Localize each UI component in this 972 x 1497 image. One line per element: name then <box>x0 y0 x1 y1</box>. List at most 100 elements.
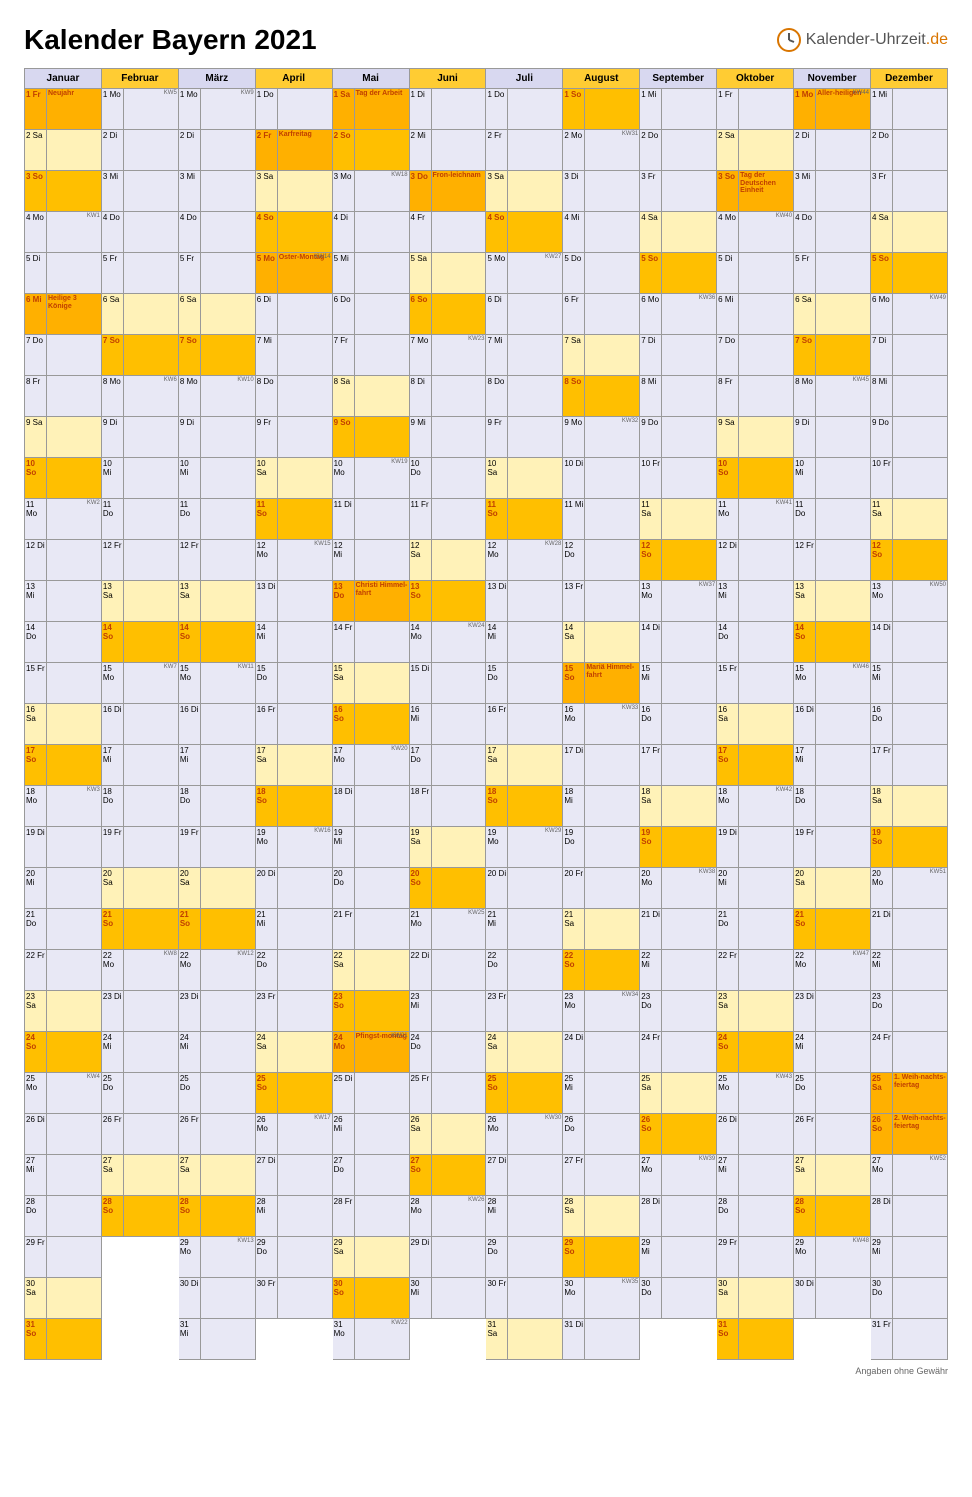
holiday-label: KW24 <box>432 622 486 662</box>
holiday-cell <box>354 786 409 827</box>
week-number: KW37 <box>699 582 715 588</box>
holiday-cell <box>585 253 640 294</box>
holiday-cell: KW24 <box>431 622 486 663</box>
day-label: 1 Fr <box>25 89 46 102</box>
holiday-cell <box>123 1278 178 1319</box>
day-label: 3 Fr <box>871 171 892 184</box>
day-cell: 9 Sa <box>717 417 739 458</box>
day-cell: 12 Fr <box>178 540 200 581</box>
day-label: 3 Mi <box>794 171 815 184</box>
holiday-label <box>893 622 947 662</box>
day-label: 15 Sa <box>333 663 354 685</box>
day-label: 23 Mo <box>563 991 584 1013</box>
calendar-row: 28 Do28 So28 So28 Mi28 Fr28 MoKW2628 Mi2… <box>25 1196 948 1237</box>
day-cell: 8 Do <box>255 376 277 417</box>
week-number: KW42 <box>776 787 792 793</box>
holiday-cell <box>354 827 409 868</box>
holiday-label <box>355 868 409 908</box>
day-cell: 17 Di <box>563 745 585 786</box>
day-cell: 10 So <box>25 458 47 499</box>
week-number: KW27 <box>545 254 561 260</box>
day-label: 25 So <box>486 1073 507 1095</box>
holiday-label <box>124 171 178 211</box>
day-label: 8 Mo <box>179 376 200 389</box>
day-cell: 5 Mi <box>332 253 354 294</box>
holiday-cell <box>200 540 255 581</box>
week-number: KW25 <box>468 910 484 916</box>
day-cell: 16 Mi <box>409 704 431 745</box>
day-cell <box>101 1278 123 1319</box>
day-label: 4 Do <box>794 212 815 225</box>
holiday-label <box>739 417 793 457</box>
holiday-label <box>739 1032 793 1072</box>
holiday-label <box>508 991 562 1031</box>
day-cell: 26 Di <box>717 1114 739 1155</box>
holiday-cell <box>892 745 947 786</box>
holiday-label: KW39 <box>662 1155 716 1195</box>
day-label: 10 Mi <box>179 458 200 480</box>
holiday-cell <box>200 417 255 458</box>
day-label: 15 Mo <box>794 663 815 685</box>
day-label: 26 Fr <box>179 1114 200 1127</box>
day-cell: 25 Do <box>794 1073 816 1114</box>
holiday-cell <box>585 1114 640 1155</box>
holiday-label <box>432 540 486 580</box>
holiday-label <box>893 253 947 293</box>
day-cell: 2 Sa <box>717 130 739 171</box>
holiday-label <box>508 704 562 744</box>
holiday-label <box>278 909 332 949</box>
holiday-label: KW35 <box>585 1278 639 1318</box>
holiday-cell <box>739 663 794 704</box>
holiday-cell: Karfreitag <box>277 130 332 171</box>
day-cell: 6 Mo <box>640 294 662 335</box>
day-label: 5 Fr <box>102 253 123 266</box>
holiday-label <box>124 335 178 375</box>
holiday-label: KW34 <box>585 991 639 1031</box>
day-cell: 3 Fr <box>640 171 662 212</box>
holiday-cell: KW20 <box>354 745 409 786</box>
holiday-cell: KW49 <box>892 294 947 335</box>
day-cell: 17 Sa <box>486 745 508 786</box>
holiday-label: KW47 <box>816 950 870 990</box>
day-label: 6 So <box>410 294 431 307</box>
day-label: 29 Fr <box>717 1237 738 1250</box>
day-label: 20 Do <box>333 868 354 890</box>
day-cell: 25 Mo <box>717 1073 739 1114</box>
holiday-cell: KW15 <box>277 540 332 581</box>
day-label: 20 Sa <box>794 868 815 890</box>
day-cell: 30 Di <box>178 1278 200 1319</box>
holiday-label <box>201 171 255 211</box>
holiday-label <box>662 1278 716 1318</box>
holiday-label <box>508 1196 562 1236</box>
day-label: 2 Mo <box>563 130 584 143</box>
holiday-cell <box>431 376 486 417</box>
day-cell: 26 Mo <box>255 1114 277 1155</box>
holiday-cell: KW12 <box>200 950 255 991</box>
day-label: 15 Mo <box>102 663 123 685</box>
holiday-cell <box>354 294 409 335</box>
holiday-label <box>278 376 332 416</box>
holiday-cell <box>431 1032 486 1073</box>
week-number: KW20 <box>391 746 407 752</box>
week-number: KW44 <box>853 90 869 96</box>
day-label: 12 Fr <box>102 540 123 553</box>
holiday-cell <box>354 991 409 1032</box>
holiday-cell <box>354 663 409 704</box>
day-label: 23 Do <box>640 991 661 1013</box>
day-cell: 28 Sa <box>563 1196 585 1237</box>
day-label: 5 Di <box>717 253 738 266</box>
holiday-cell <box>662 1278 717 1319</box>
day-cell: 2 Do <box>870 130 892 171</box>
holiday-label <box>893 1196 947 1236</box>
holiday-cell <box>508 1155 563 1196</box>
holiday-label: KW19 <box>355 458 409 498</box>
day-cell: 9 So <box>332 417 354 458</box>
day-cell: 24 Fr <box>870 1032 892 1073</box>
holiday-cell <box>508 376 563 417</box>
day-label: 12 Fr <box>794 540 815 553</box>
day-label: 17 So <box>25 745 46 767</box>
day-cell: 2 Di <box>178 130 200 171</box>
holiday-cell <box>739 1278 794 1319</box>
day-label: 10 Mi <box>102 458 123 480</box>
holiday-label: KW10 <box>201 376 255 416</box>
